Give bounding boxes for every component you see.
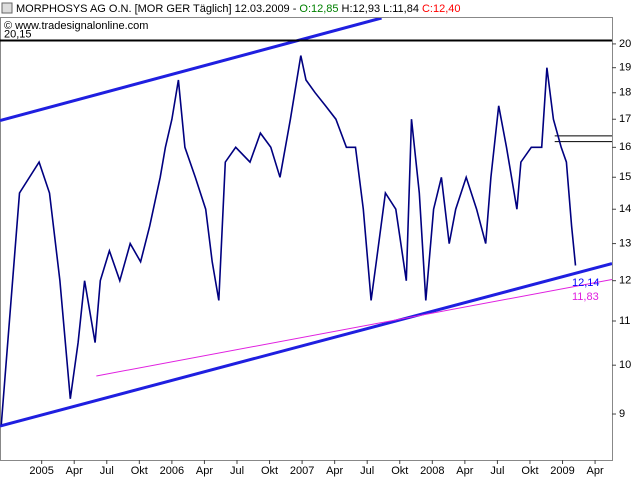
header-title: MORPHOSYS AG O.N. [MOR GER Täglich] 12.0… (16, 3, 297, 15)
x-tick-label: Jul (230, 465, 244, 477)
annotation: 20,15 (4, 28, 32, 40)
quote-value: O:12,85 (299, 3, 338, 15)
annotation: 12,14 (572, 277, 600, 289)
x-tick-label: Jul (490, 465, 504, 477)
x-tick-label: Okt (261, 465, 278, 477)
y-tick-label: 11 (619, 315, 630, 327)
x-tick-label: Apr (326, 465, 343, 477)
x-tick-label: Apr (66, 465, 83, 477)
trend-line (0, 262, 612, 428)
y-tick-label: 17 (619, 113, 631, 125)
y-tick-label: 18 (619, 87, 631, 99)
quote-value: H:12,93 (342, 3, 381, 15)
x-tick-label: Okt (391, 465, 408, 477)
x-tick-label: 2007 (290, 465, 314, 477)
quote-value: L:11,84 (383, 3, 419, 15)
y-tick-label: 15 (619, 171, 631, 183)
copyright: © www.tradesignalonline.com (4, 20, 148, 32)
trend-line (0, 18, 382, 123)
x-tick-label: 2006 (160, 465, 184, 477)
price-line (0, 55, 577, 425)
x-tick-label: Jul (100, 465, 114, 477)
y-tick-label: 16 (619, 141, 631, 153)
x-tick-label: Okt (131, 465, 148, 477)
quote-value: C:12,40 (422, 3, 461, 15)
y-tick-label: 10 (619, 359, 631, 371)
y-tick-label: 13 (619, 237, 631, 249)
x-tick-label: 2005 (29, 465, 53, 477)
plot-frame (0, 17, 613, 461)
x-tick-label: Apr (456, 465, 473, 477)
x-tick-label: 2008 (420, 465, 444, 477)
x-tick-label: Apr (196, 465, 213, 477)
y-tick-label: 9 (619, 408, 625, 420)
y-tick-label: 20 (619, 38, 631, 50)
trend-line (96, 279, 612, 377)
x-tick-label: Jul (360, 465, 374, 477)
y-tick-label: 19 (619, 62, 631, 74)
y-tick-label: 12 (619, 275, 631, 287)
y-tick-label: 14 (619, 203, 631, 215)
x-tick-label: Apr (587, 465, 604, 477)
menu-icon[interactable] (1, 2, 13, 14)
header: MORPHOSYS AG O.N. [MOR GER Täglich] 12.0… (16, 3, 461, 15)
x-tick-label: Okt (521, 465, 538, 477)
annotation: 11,83 (572, 291, 599, 303)
x-tick-label: 2009 (550, 465, 574, 477)
